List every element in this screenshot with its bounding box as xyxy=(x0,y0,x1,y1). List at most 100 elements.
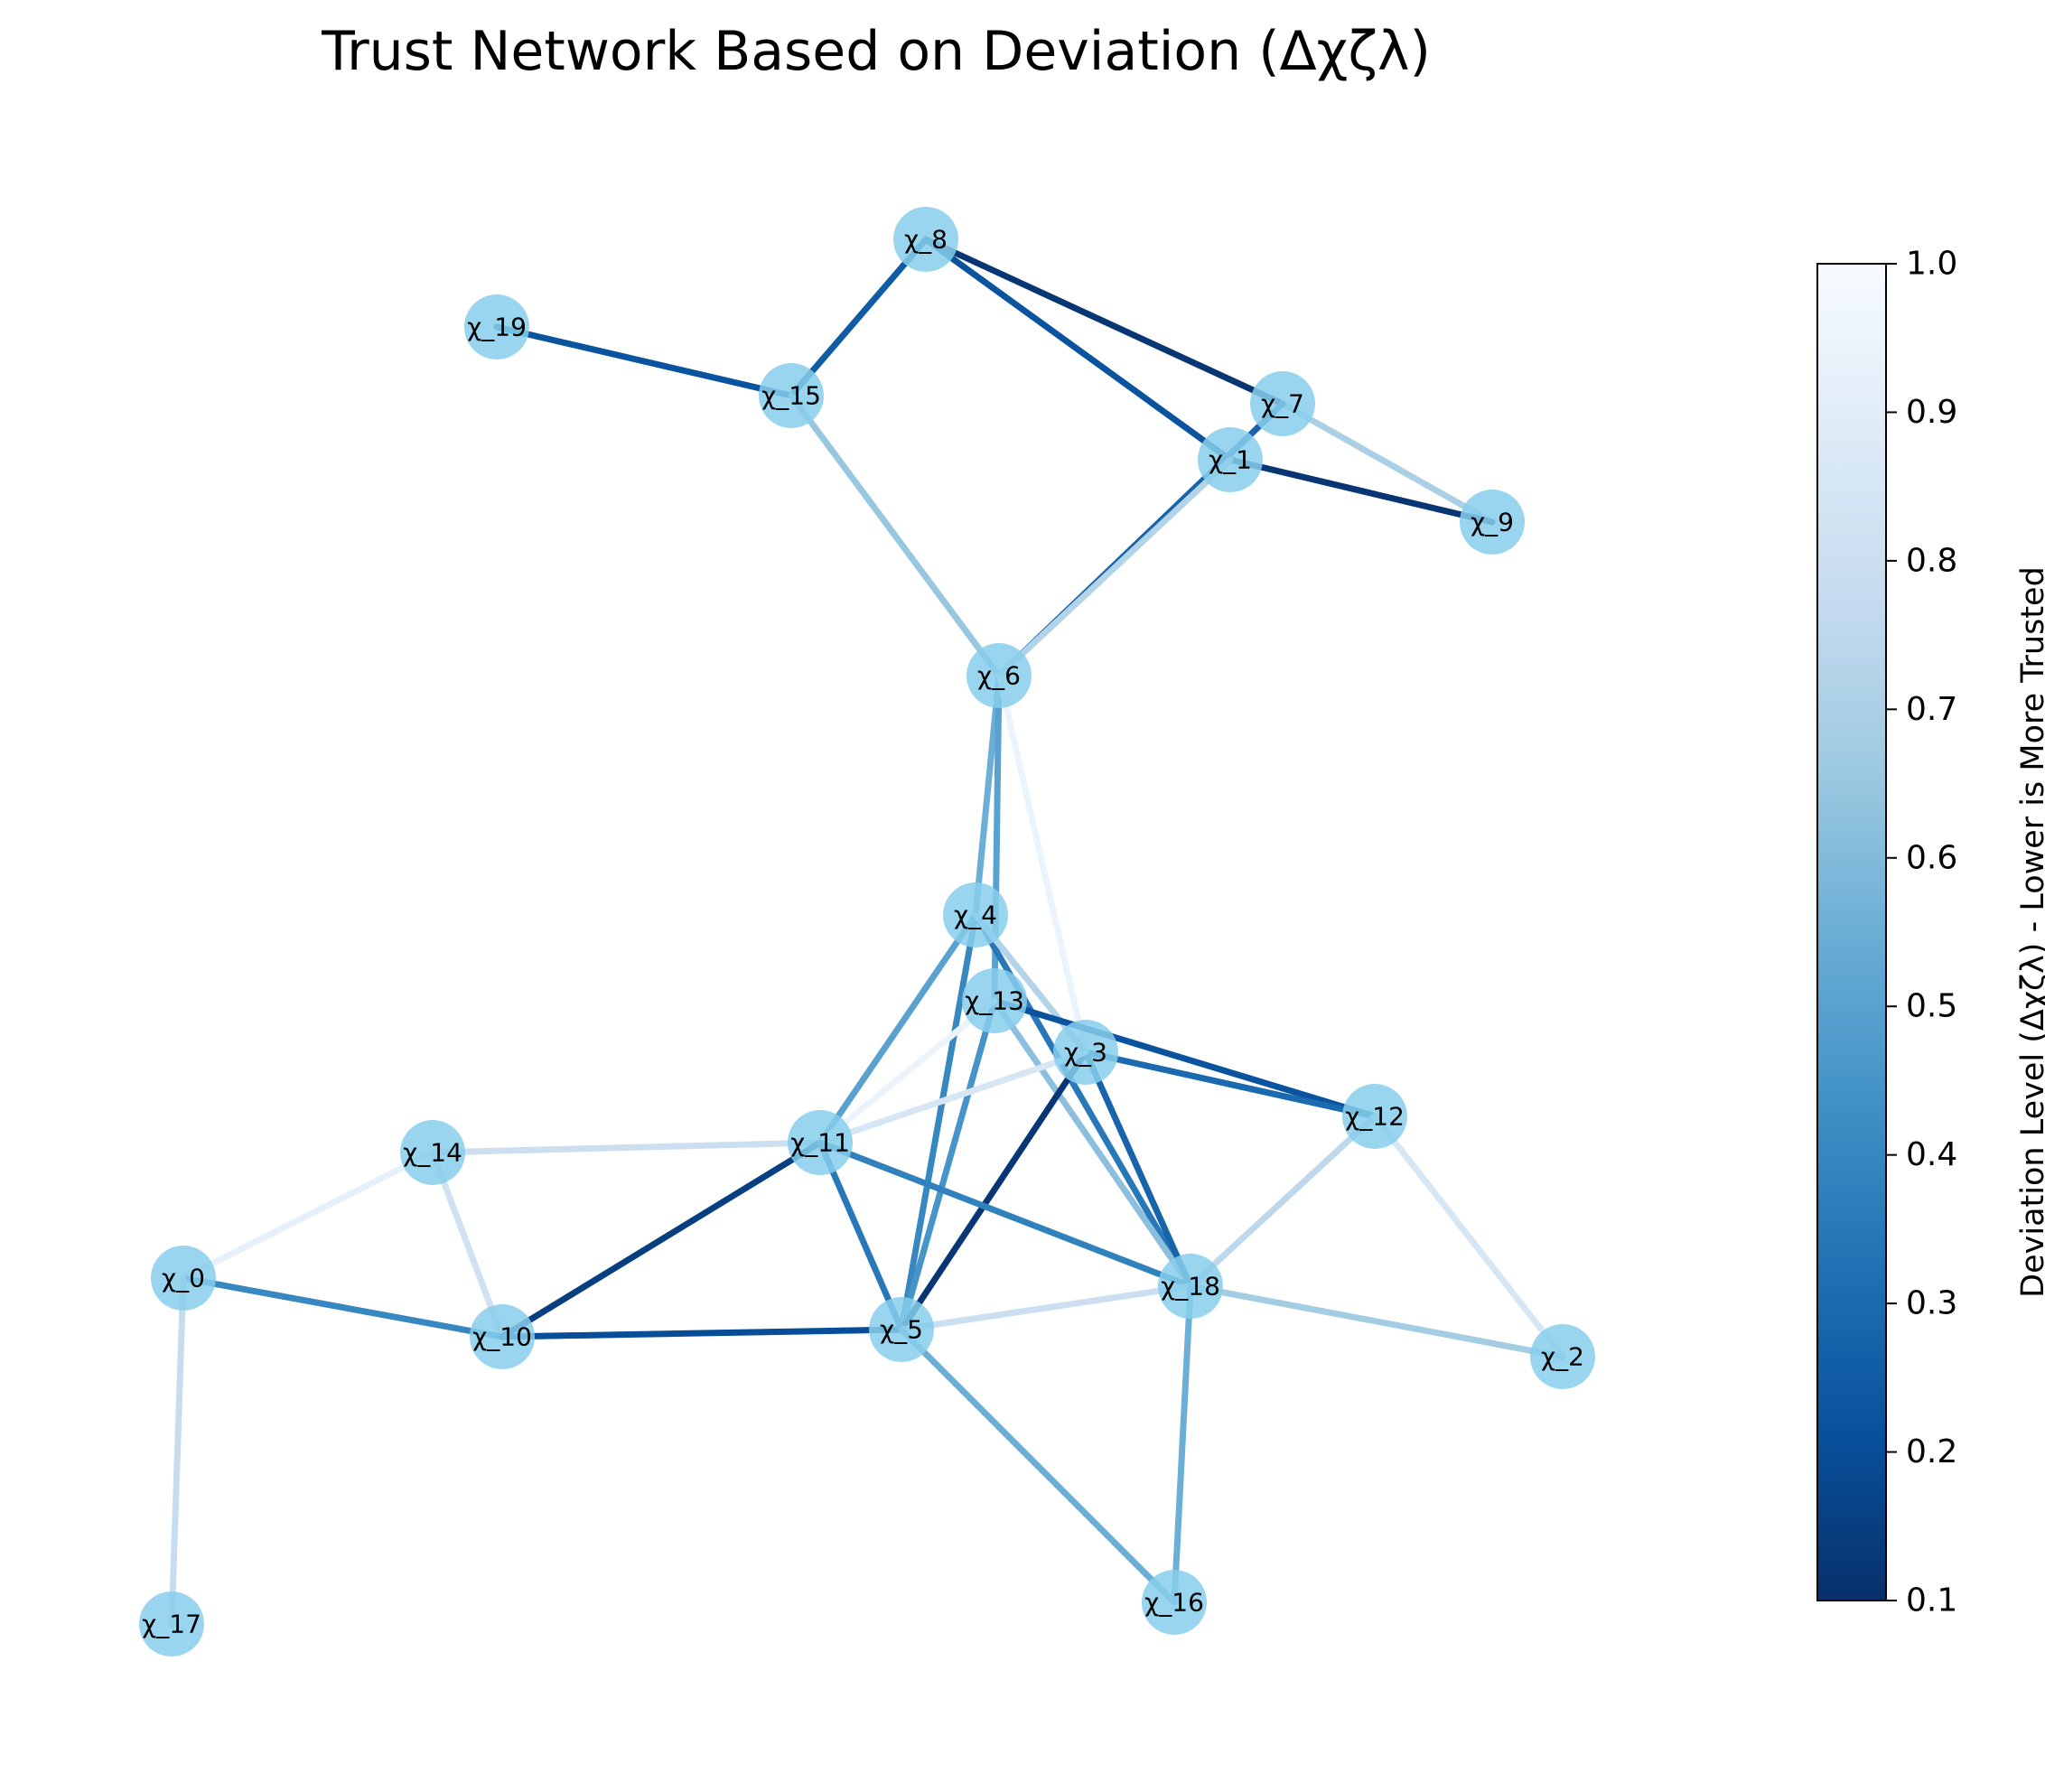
edge-14-11 xyxy=(429,1139,824,1156)
edge-14-10 xyxy=(429,1149,506,1340)
edge-0-10 xyxy=(180,1274,506,1340)
colorbar-tick-label: 0.4 xyxy=(1906,1136,1957,1173)
node-13: χ_13 xyxy=(962,968,1027,1033)
edge-18-16 xyxy=(1171,1283,1194,1606)
node-circle xyxy=(869,1297,934,1362)
colorbar-tick-label: 0.1 xyxy=(1906,1582,1957,1619)
colorbar-label: Deviation Level (Δχζλ) - Lower is More T… xyxy=(2015,566,2045,1298)
node-label: χ_10 xyxy=(472,1322,532,1352)
node-label: χ_9 xyxy=(1471,508,1514,537)
node-16: χ_16 xyxy=(1142,1570,1207,1635)
edge-11-18 xyxy=(817,1139,1194,1290)
edge-5-18 xyxy=(898,1283,1194,1333)
node-circle xyxy=(151,1246,216,1311)
node-label: χ_6 xyxy=(977,661,1021,691)
node-label: χ_0 xyxy=(162,1264,205,1293)
node-label: χ_5 xyxy=(880,1315,923,1345)
node-label: χ_2 xyxy=(1541,1342,1584,1372)
node-circle xyxy=(1053,1020,1118,1085)
node-label: χ_3 xyxy=(1064,1038,1107,1068)
node-circle xyxy=(400,1120,465,1185)
node-label: χ_4 xyxy=(954,901,997,930)
node-4: χ_4 xyxy=(943,882,1008,947)
edge-6-4 xyxy=(972,672,1003,919)
edge-13-11 xyxy=(817,997,998,1146)
node-circle xyxy=(943,882,1008,947)
node-label: χ_8 xyxy=(904,225,948,255)
edge-8-1 xyxy=(922,236,1234,463)
nodes-layer: χ_0 χ_1 χ_2 χ_3 χ_4 χ_5 χ_6 χ_7 χ_8 χ_9 χ_10 χ_11 χ_… xyxy=(139,207,1595,1657)
node-circle xyxy=(788,1110,853,1175)
node-label: χ_18 xyxy=(1161,1272,1220,1302)
node-3: χ_3 xyxy=(1053,1020,1118,1085)
edge-13-12 xyxy=(991,997,1378,1120)
colorbar-tick-label: 0.5 xyxy=(1906,988,1957,1025)
edge-19-15 xyxy=(493,323,795,399)
edge-8-7 xyxy=(922,236,1286,407)
edges-layer xyxy=(168,236,1566,1628)
node-circle xyxy=(470,1304,535,1369)
edge-5-16 xyxy=(898,1326,1178,1606)
node-circle xyxy=(464,294,529,359)
node-7: χ_7 xyxy=(1250,371,1315,436)
edge-4-11 xyxy=(817,911,979,1146)
edge-3-11 xyxy=(817,1049,1089,1146)
edge-12-18 xyxy=(1187,1113,1378,1290)
node-label: χ_16 xyxy=(1144,1588,1204,1618)
edge-13-5 xyxy=(898,997,998,1333)
node-11: χ_11 xyxy=(788,1110,853,1175)
node-circle xyxy=(759,363,824,428)
node-19: χ_19 xyxy=(464,294,529,359)
node-10: χ_10 xyxy=(470,1304,535,1369)
node-circle xyxy=(1530,1324,1595,1389)
node-circle xyxy=(966,643,1032,708)
edge-18-2 xyxy=(1187,1283,1566,1360)
node-0: χ_0 xyxy=(151,1246,216,1311)
node-18: χ_18 xyxy=(1158,1254,1223,1319)
node-1: χ_1 xyxy=(1198,427,1263,492)
edge-10-5 xyxy=(499,1326,905,1340)
node-2: χ_2 xyxy=(1530,1324,1595,1389)
node-circle xyxy=(139,1591,204,1657)
edge-0-17 xyxy=(168,1274,187,1628)
node-circle xyxy=(1142,1570,1207,1635)
edge-13-18 xyxy=(991,997,1194,1290)
edge-15-6 xyxy=(788,392,1003,679)
colorbar-tick-label: 0.9 xyxy=(1906,394,1957,431)
node-label: χ_14 xyxy=(403,1138,462,1168)
edge-6-3 xyxy=(995,672,1089,1056)
colorbar-tick-label: 1.0 xyxy=(1906,246,1957,283)
edge-3-12 xyxy=(1082,1049,1378,1120)
edge-11-10 xyxy=(499,1139,824,1340)
node-label: χ_1 xyxy=(1209,445,1252,475)
edge-12-2 xyxy=(1371,1113,1566,1360)
node-label: χ_7 xyxy=(1261,389,1304,419)
colorbar-tick-label: 0.8 xyxy=(1906,542,1957,579)
node-circle xyxy=(1158,1254,1223,1319)
node-label: χ_17 xyxy=(142,1610,201,1639)
node-circle xyxy=(893,207,958,272)
colorbar-tick-label: 0.7 xyxy=(1906,691,1957,728)
edge-3-18 xyxy=(1082,1049,1194,1290)
node-8: χ_8 xyxy=(893,207,958,272)
node-15: χ_15 xyxy=(759,363,824,428)
node-circle xyxy=(1342,1084,1407,1149)
chart-title: Trust Network Based on Deviation (Δχζλ) xyxy=(322,20,1431,83)
node-label: χ_19 xyxy=(467,313,527,342)
edge-14-0 xyxy=(180,1149,436,1282)
colorbar-tick-label: 0.2 xyxy=(1906,1433,1957,1470)
node-circle xyxy=(962,968,1027,1033)
node-14: χ_14 xyxy=(400,1120,465,1185)
edge-4-18 xyxy=(972,911,1194,1290)
node-label: χ_12 xyxy=(1345,1102,1405,1132)
edge-8-15 xyxy=(788,236,929,399)
edge-7-9 xyxy=(1279,400,1496,526)
colorbar-tick-label: 0.3 xyxy=(1906,1285,1957,1322)
colorbar-ticks: 0.1 0.2 0.3 0.4 0.5 0.6 0.7 0.8 0.9 1.0 xyxy=(1886,246,1957,1619)
node-circle xyxy=(1198,427,1263,492)
edge-1-9 xyxy=(1227,456,1496,526)
node-circle xyxy=(1460,490,1525,555)
edge-3-5 xyxy=(898,1049,1089,1333)
node-6: χ_6 xyxy=(966,643,1032,708)
